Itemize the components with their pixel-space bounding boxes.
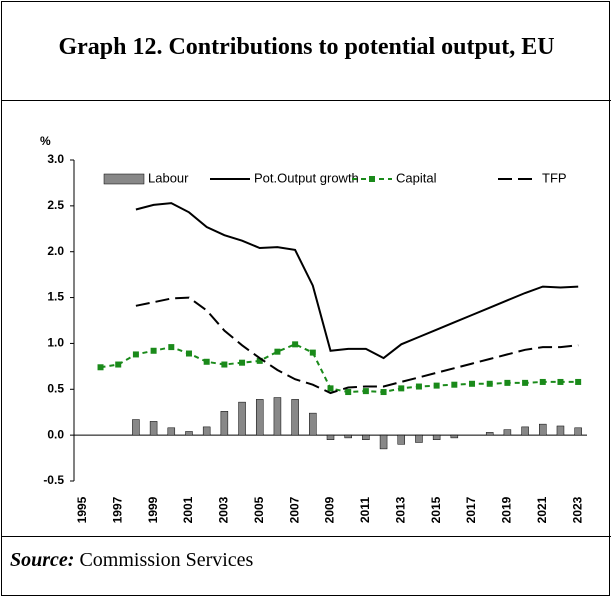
x-tick-label: 2019 [500,496,514,523]
marker [451,381,458,388]
x-tick-label: 1995 [75,496,89,523]
legend-marker [369,176,375,182]
marker [380,389,387,396]
bar [344,434,352,439]
bar [326,434,335,440]
legend-swatch [103,173,145,185]
bar [132,419,140,436]
y-tick-label: 3.0 [47,152,64,166]
x-tick-label: 2015 [429,496,443,523]
marker [150,347,157,354]
marker [557,378,564,385]
marker [415,383,422,390]
marker [327,385,334,392]
marker [486,380,493,387]
bar [220,411,229,436]
bar [574,427,582,436]
bar [309,412,317,436]
x-tick-label: 2023 [570,496,584,523]
bar [450,434,459,439]
x-tick-label: 2007 [287,496,301,523]
bar [255,399,264,436]
line [100,343,579,394]
marker [115,361,122,368]
bar [379,434,388,450]
bar [485,432,494,436]
y-unit: % [40,134,51,148]
marker [185,350,192,357]
marker [345,389,352,396]
bar [362,434,370,440]
marker [522,379,529,386]
x-tick-label: 1997 [110,496,124,523]
bar [397,434,406,445]
bar [521,426,529,436]
source-text: Commission Services [79,549,254,571]
legend-label: Pot.Output growth [254,170,359,185]
x-tick-label: 2003 [217,496,231,523]
marker [398,385,405,392]
marker [203,358,210,365]
x-tick-label: 2005 [252,496,266,523]
legend-label: TFP [542,170,567,185]
x-tick-label: 2001 [181,496,195,523]
marker [292,341,299,348]
bar [539,423,547,436]
legend-label: Capital [396,170,437,185]
x-tick-label: 2013 [393,496,407,523]
x-tick-label: 2011 [358,497,372,523]
x-tick-label: 2017 [464,496,478,523]
marker [539,378,546,385]
marker [274,348,281,355]
source: Source: Commission Services [2,536,611,596]
source-label: Source: [10,549,75,571]
x-tick-label: 2021 [535,496,549,523]
marker [575,378,582,385]
marker [256,357,263,364]
bar [185,431,193,436]
marker [433,382,440,389]
bar [503,429,512,436]
marker [504,379,511,386]
y-tick-label: -0.5 [43,473,64,487]
legend-label: Labour [148,170,189,185]
line [135,202,579,360]
marker [239,359,246,366]
y-tick-label: 1.0 [47,336,64,350]
bar [238,401,246,436]
marker [221,361,228,368]
x-tick-label: 2009 [323,496,337,523]
y-tick-label: 0.5 [47,381,64,395]
x-tick-label: 1999 [146,496,160,523]
bar [556,425,565,436]
bar [273,397,282,436]
marker [469,380,476,387]
y-tick-label: 1.5 [47,290,64,304]
bar [149,421,158,436]
marker [132,351,139,358]
bar [432,434,441,440]
bar [415,434,423,443]
marker [362,388,369,395]
line [135,296,579,395]
marker [97,364,104,371]
y-tick-label: 2.5 [47,198,64,212]
chart-title: Graph 12. Contributions to potential out… [2,2,611,101]
y-tick-label: 2.0 [47,244,64,258]
bar [202,426,211,436]
y-tick-label: 0.0 [47,427,64,441]
bar [167,427,176,436]
marker [309,349,316,356]
bar [291,399,299,436]
marker [168,344,175,351]
